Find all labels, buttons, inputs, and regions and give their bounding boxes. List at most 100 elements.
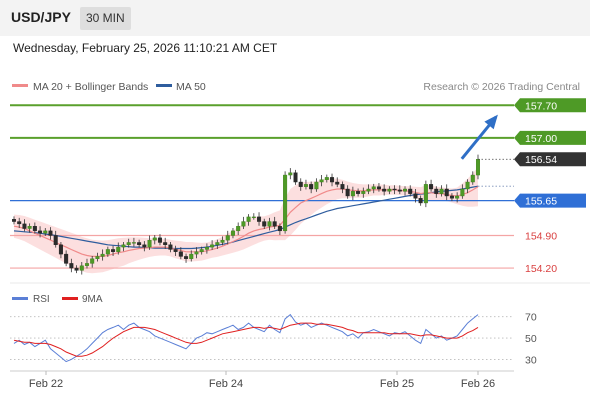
candle-bull (366, 188, 371, 192)
legend-swatch-ma50 (156, 84, 172, 87)
candle (309, 181, 314, 194)
candle (215, 239, 220, 249)
candle-bull (324, 177, 329, 180)
candle (392, 185, 397, 195)
candle (11, 216, 16, 225)
candle-bull (152, 237, 157, 241)
candle (241, 216, 246, 229)
time-tick-label: Feb 22 (29, 378, 63, 390)
candle (64, 250, 69, 267)
candle-bear (382, 188, 387, 192)
candle-bull (105, 249, 110, 255)
candle (84, 258, 89, 269)
candle-bull (423, 184, 428, 204)
candle (168, 242, 173, 253)
candle-bull (43, 230, 48, 234)
candle (356, 188, 361, 197)
candle-bear (262, 221, 267, 227)
candle-bear (298, 181, 303, 187)
candle (257, 212, 262, 226)
candle-bear (168, 244, 173, 250)
candle (163, 237, 168, 249)
candle-bull (350, 191, 355, 197)
candle (434, 186, 439, 198)
candle-bull (460, 188, 465, 197)
candle-bull (84, 263, 89, 266)
candle (95, 252, 100, 262)
candle (69, 258, 74, 273)
candle-bull (27, 225, 32, 229)
candle-bear (163, 242, 168, 246)
candle (38, 226, 43, 238)
candle-bull (90, 258, 95, 264)
level-tag-resistance (514, 130, 586, 145)
legend-label-rsi-ma: 9MA (82, 294, 103, 305)
candle (58, 242, 63, 259)
rsi-tick-label: 30 (525, 354, 537, 366)
level-label-pivot: 155.65 (525, 196, 557, 208)
candle (189, 250, 194, 262)
candle-bull (236, 225, 241, 232)
candle (387, 186, 392, 195)
candle-bear (449, 195, 454, 199)
candle-bear (178, 251, 183, 257)
candle-bull (215, 242, 220, 246)
candle (335, 177, 340, 188)
candle (116, 242, 121, 255)
timeframe-button[interactable]: 30 MIN (80, 7, 131, 30)
rsi-legend: RSI 9MA (12, 294, 103, 305)
candle-bull (194, 251, 199, 255)
candle-bear (408, 188, 413, 194)
candle-bear (74, 267, 79, 271)
candle (413, 189, 418, 203)
candle (303, 179, 308, 190)
candle-bull (476, 159, 481, 176)
candle (121, 242, 126, 252)
candle (277, 223, 282, 236)
candle (470, 171, 475, 185)
candle (230, 228, 235, 239)
price-legend: MA 20 + Bollinger Bands MA 50 Research ©… (12, 81, 580, 93)
candle-bull (116, 246, 121, 252)
candle-bear (111, 249, 116, 252)
legend-swatch-ma20 (12, 84, 28, 87)
candle (283, 171, 288, 234)
candle-bear (38, 230, 43, 234)
level-label-resistance: 157.70 (525, 100, 557, 112)
candle-bull (147, 239, 152, 248)
ma50-line (13, 185, 479, 250)
candle (199, 246, 204, 255)
candle (204, 243, 209, 254)
candle (27, 223, 32, 233)
candle-bear (157, 237, 162, 243)
rsi-pane: 70 50 30 (10, 312, 537, 366)
candle-bear (53, 235, 58, 246)
candle-bull (403, 188, 408, 192)
candle (293, 169, 298, 185)
candle (194, 247, 199, 259)
candle (444, 184, 449, 201)
candle (142, 241, 147, 252)
candle-bear (173, 249, 178, 252)
candle-bull (371, 186, 376, 190)
candle-bear (356, 191, 361, 194)
candle-bear (345, 188, 350, 197)
candle-bear (434, 188, 439, 194)
candle-bull (319, 179, 324, 183)
candle-bull (303, 184, 308, 187)
candle-bull (126, 242, 131, 246)
candle-bull (210, 244, 215, 248)
candles (11, 154, 481, 275)
candle (288, 168, 293, 180)
candle (429, 179, 434, 192)
candle-bear (340, 184, 345, 190)
candle (298, 178, 303, 191)
candle (361, 187, 366, 198)
candle (371, 183, 376, 194)
last-price-tag (514, 152, 586, 167)
source-credit: Research © 2026 Trading Central (423, 81, 580, 93)
chart-header: USD/JPY 30 MIN (0, 0, 590, 36)
candle-bull (387, 188, 392, 192)
bollinger-band (14, 167, 478, 274)
